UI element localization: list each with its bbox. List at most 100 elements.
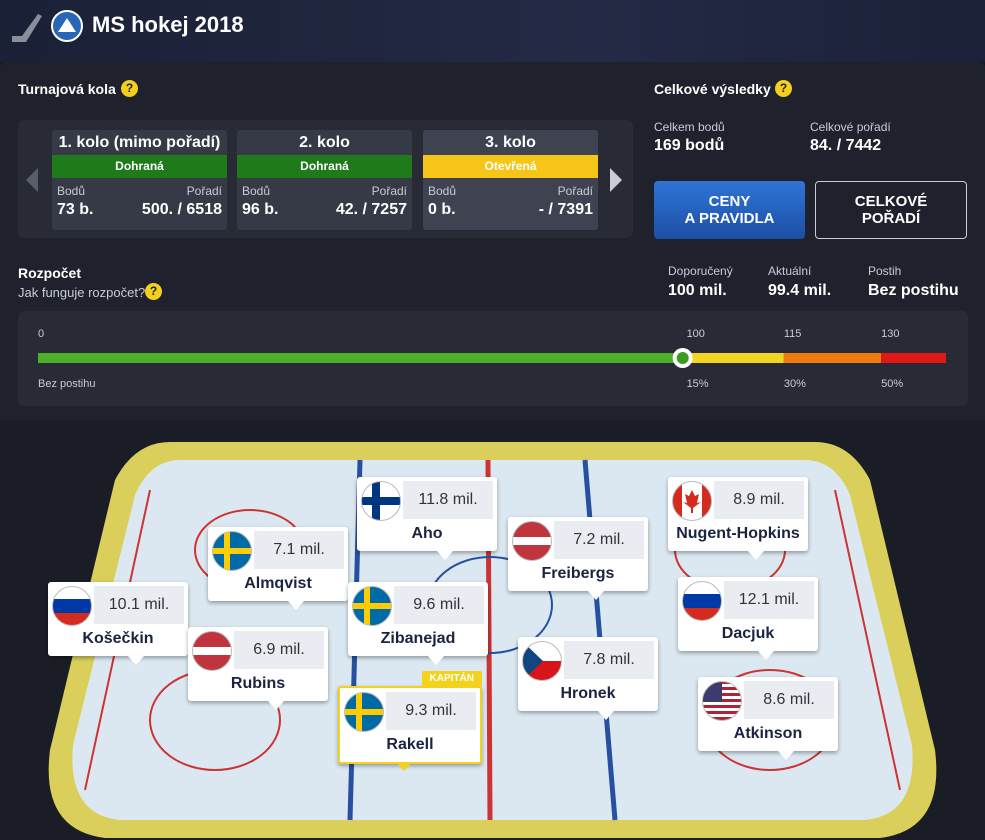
round-name: 1. kolo (mimo pořadí) xyxy=(58,134,221,151)
label: Bodů xyxy=(242,184,271,198)
flag xyxy=(672,481,712,521)
button-line: CELKOVÉ xyxy=(854,193,928,210)
player-name: Freibergs xyxy=(541,565,615,582)
value: 500. / 6518 xyxy=(141,201,222,218)
player-price: 8.9 mil. xyxy=(714,481,804,519)
label: Postih xyxy=(868,264,902,278)
scale-tick-note: 50% xyxy=(881,378,903,390)
card-pointer xyxy=(268,701,284,710)
label: Pořadí xyxy=(371,184,407,198)
player-price: 8.6 mil. xyxy=(744,681,834,719)
round-card[interactable]: 1. kolo (mimo pořadí) Dohraná Bodů Pořadí 73… xyxy=(52,130,227,230)
flag xyxy=(344,692,384,732)
player-card[interactable]: 7.2 mil. Freibergs xyxy=(508,517,648,600)
label: Celkové pořadí xyxy=(810,120,891,134)
help-icon[interactable]: ? xyxy=(145,283,162,300)
player-price: 7.1 mil. xyxy=(254,531,344,569)
button-line: POŘADÍ xyxy=(861,210,921,227)
help-icon[interactable]: ? xyxy=(121,80,138,97)
player-card[interactable]: 9.6 mil. Zibanejad xyxy=(348,582,488,665)
player-price: 7.8 mil. xyxy=(564,641,654,679)
card-pointer xyxy=(396,762,412,771)
rounds-title: Turnajová kola xyxy=(18,81,116,97)
label: Pořadí xyxy=(186,184,222,198)
label: Bodů xyxy=(57,184,86,198)
player-name: Nugent-Hopkins xyxy=(676,525,800,542)
scale-tick-label: 0 xyxy=(38,328,44,340)
player-price: 7.2 mil. xyxy=(554,521,644,559)
card-pointer xyxy=(598,711,614,720)
prev-arrow[interactable] xyxy=(24,166,40,194)
flag xyxy=(52,586,92,626)
player-name: Almqvist xyxy=(244,575,312,592)
player-name: Rakell xyxy=(386,736,434,753)
flag xyxy=(192,631,232,671)
flag xyxy=(522,641,562,681)
budget-scale: 0 Bez postihu 100 15% 115 30% 130 50% xyxy=(38,328,946,390)
logo-shape xyxy=(58,18,76,32)
label: Celkem bodů xyxy=(654,120,725,134)
player-card[interactable]: 7.8 mil. Hronek xyxy=(518,637,658,720)
scale-segment xyxy=(38,353,687,363)
player-name: Dacjuk xyxy=(721,625,775,642)
label: Doporučený xyxy=(668,264,733,278)
player-card[interactable]: 6.9 mil. Rubins xyxy=(188,627,328,710)
player-price: 10.1 mil. xyxy=(94,586,184,624)
player-name: Atkinson xyxy=(733,725,803,742)
flag xyxy=(682,581,722,621)
card-pointer xyxy=(758,651,774,660)
button-line: A PRAVIDLA xyxy=(684,210,775,227)
ranking-button[interactable]: CELKOVÉ POŘADÍ xyxy=(815,181,967,239)
round-card[interactable]: 2. kolo Dohraná Bodů Pořadí 96 b. 42. / 7257 xyxy=(237,130,412,230)
scale-tick-note: 15% xyxy=(687,378,709,390)
value: 100 mil. xyxy=(668,282,727,299)
card-pointer xyxy=(778,751,794,760)
round-name: 3. kolo xyxy=(485,134,536,151)
scale-segment xyxy=(686,353,784,363)
value: 169 bodů xyxy=(654,137,725,154)
player-name: Hronek xyxy=(560,685,616,702)
value: 96 b. xyxy=(242,201,279,218)
captain-tag: KAPITÁN xyxy=(421,671,482,686)
goal-line xyxy=(834,489,901,791)
round-name: 2. kolo xyxy=(299,134,350,151)
player-price: 11.8 mil. xyxy=(403,481,493,519)
player-card[interactable]: 10.1 mil. Košečkin xyxy=(48,582,188,665)
app-title: MS hokej 2018 xyxy=(92,12,244,37)
scale-tick-label: 130 xyxy=(881,328,899,340)
budget-help-text[interactable]: Jak funguje rozpočet? xyxy=(18,285,146,300)
player-card[interactable]: 12.1 mil. Dacjuk xyxy=(678,577,818,660)
player-name: Aho xyxy=(411,525,443,542)
prizes-button[interactable]: CENY A PRAVIDLA xyxy=(654,181,805,239)
value: 42. / 7257 xyxy=(335,201,407,218)
round-card[interactable]: 3. kolo Otevřená Bodů Pořadí 0 b. - / 7391 xyxy=(423,130,598,230)
player-name: Zibanejad xyxy=(380,630,456,647)
card-pointer xyxy=(428,656,444,665)
value: 84. / 7442 xyxy=(810,137,882,154)
player-card[interactable]: 8.9 mil. Nugent-Hopkins xyxy=(668,477,808,560)
help-icon[interactable]: ? xyxy=(775,80,792,97)
round-status: Dohraná xyxy=(237,155,412,178)
scale-tick-note: 30% xyxy=(784,378,806,390)
button-line: CENY xyxy=(708,193,751,210)
flag xyxy=(212,531,252,571)
label: Pořadí xyxy=(557,184,593,198)
round-status: Otevřená xyxy=(423,155,598,178)
player-card[interactable]: 9.3 mil. Rakell KAPITÁN xyxy=(338,671,482,771)
value: 73 b. xyxy=(57,201,94,218)
player-card[interactable]: 8.6 mil. Atkinson xyxy=(698,677,838,760)
budget-title: Rozpočet xyxy=(18,265,81,281)
header: MS hokej 2018 xyxy=(0,0,985,62)
player-price: 6.9 mil. xyxy=(234,631,324,669)
results-title: Celkové výsledky xyxy=(654,81,771,97)
flag xyxy=(512,521,552,561)
player-card[interactable]: 7.1 mil. Almqvist xyxy=(208,527,348,610)
header-icons xyxy=(12,10,83,42)
flag xyxy=(702,681,742,721)
player-card[interactable]: 11.8 mil. Aho xyxy=(357,477,497,560)
card-pointer xyxy=(748,551,764,560)
round-status: Dohraná xyxy=(52,155,227,178)
value: Bez postihu xyxy=(868,282,959,299)
next-arrow[interactable] xyxy=(608,166,624,194)
